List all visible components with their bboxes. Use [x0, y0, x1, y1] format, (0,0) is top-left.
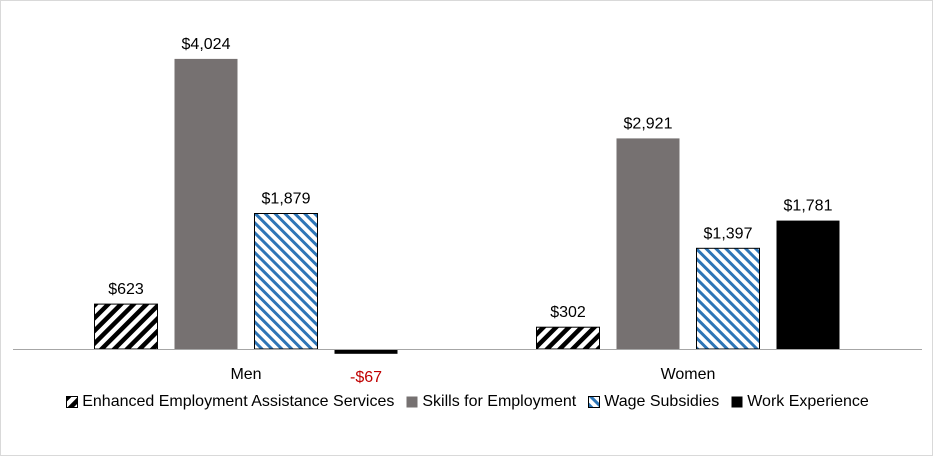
legend-label: Work Experience [747, 393, 869, 410]
bar-women-enhanced-employment-assistance-services [536, 326, 600, 350]
legend-swatch [588, 396, 601, 408]
bar-men-enhanced-employment-assistance-services [94, 303, 158, 350]
bar-women-skills-for-employment [616, 138, 680, 349]
legend: Enhanced Employment Assistance Services S… [1, 393, 933, 411]
data-label-women-0: $302 [550, 304, 586, 321]
bar-men-skills-for-employment [174, 58, 238, 350]
data-label-women-1: $2,921 [624, 115, 673, 132]
bar-women-wage-subsidies [696, 247, 760, 350]
bar-men-wage-subsidies [254, 213, 318, 350]
bar-women-work-experience [776, 220, 840, 349]
bar-men-work-experience [334, 349, 398, 354]
data-label-men-2: $1,879 [262, 191, 311, 208]
legend-label: Skills for Employment [422, 393, 577, 410]
labels-layer: $623 $4,024 $1,879 -$67 Men $302 $2,921 $1,397 $… [108, 36, 832, 386]
legend-swatch [731, 396, 743, 408]
data-label-women-2: $1,397 [704, 225, 753, 242]
legend-item-enhanced-employment-assistance-services: Enhanced Employment Assistance Services [66, 393, 394, 411]
legend-swatch [406, 396, 418, 408]
data-label-women-3: $1,781 [784, 198, 833, 215]
category-label-men: Men [230, 366, 261, 383]
legend-label: Wage Subsidies [604, 393, 720, 410]
legend-swatch [66, 396, 79, 408]
legend-item-work-experience: Work Experience [731, 393, 869, 411]
data-label-men-0: $623 [108, 281, 144, 298]
data-label-men-1: $4,024 [182, 36, 231, 53]
legend-item-wage-subsidies: Wage Subsidies [588, 393, 719, 411]
bars-layer [94, 58, 840, 354]
category-label-women: Women [661, 366, 716, 383]
data-label-men-3: -$67 [350, 369, 382, 386]
legend-item-skills-for-employment: Skills for Employment [406, 393, 576, 411]
legend-label: Enhanced Employment Assistance Services [82, 393, 395, 410]
